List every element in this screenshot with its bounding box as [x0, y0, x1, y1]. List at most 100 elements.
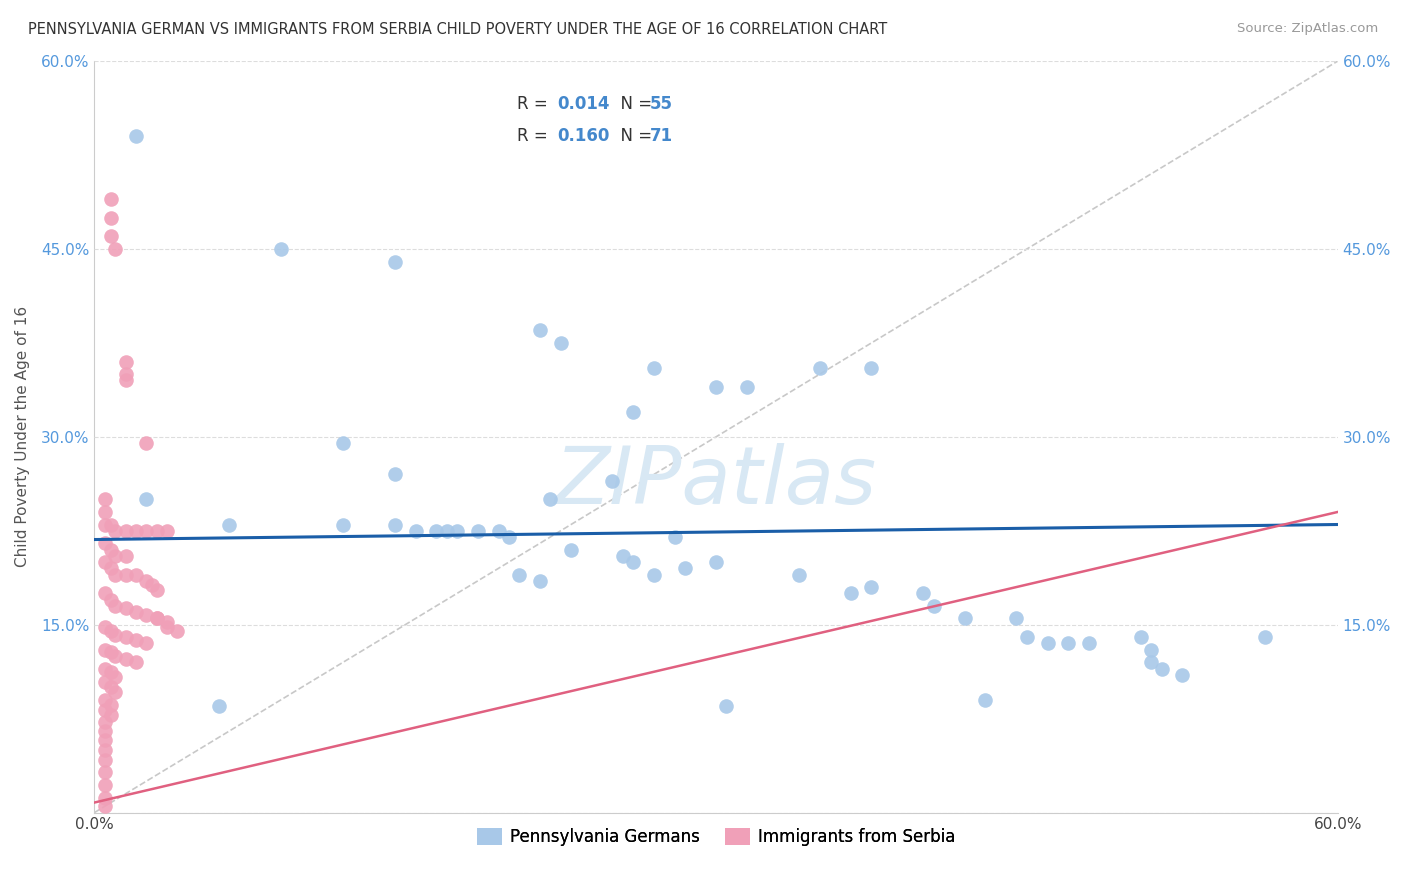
Point [114, 549, 136, 563]
Point [1140, 655, 1163, 669]
Point [104, 567, 127, 582]
Point [94, 536, 117, 550]
Point [529, 323, 551, 337]
Point [643, 567, 665, 582]
Point [125, 524, 148, 538]
Text: 0.014: 0.014 [557, 95, 609, 113]
Point [94, 778, 117, 792]
Point [621, 405, 644, 419]
Point [94, 693, 117, 707]
Point [467, 524, 489, 538]
Text: R =: R = [517, 95, 553, 113]
Point [100, 624, 122, 638]
Point [100, 561, 122, 575]
Point [94, 642, 117, 657]
Point [332, 517, 354, 532]
Point [135, 492, 157, 507]
Point [270, 242, 292, 256]
Point [145, 611, 167, 625]
Point [100, 698, 122, 712]
Point [664, 530, 686, 544]
Point [425, 524, 447, 538]
Point [104, 670, 127, 684]
Point [100, 517, 122, 532]
Point [104, 628, 127, 642]
Point [125, 129, 148, 144]
Text: ZIPatlas: ZIPatlas [555, 443, 877, 521]
Point [156, 524, 179, 538]
Point [94, 492, 117, 507]
Point [114, 567, 136, 582]
Point [953, 611, 976, 625]
Point [704, 555, 727, 569]
Text: N =: N = [610, 128, 658, 145]
Point [1078, 636, 1101, 650]
Point [612, 549, 634, 563]
Point [839, 586, 862, 600]
Point [100, 665, 122, 680]
Point [100, 592, 122, 607]
Point [156, 615, 179, 630]
Point [94, 790, 117, 805]
Point [104, 242, 127, 256]
Point [1171, 667, 1194, 681]
Point [1036, 636, 1059, 650]
Point [488, 524, 510, 538]
Point [529, 574, 551, 588]
Point [135, 524, 157, 538]
Point [125, 632, 148, 647]
Point [808, 361, 831, 376]
Point [208, 699, 231, 714]
Point [114, 354, 136, 368]
Point [704, 380, 727, 394]
Point [145, 582, 167, 597]
Point [787, 567, 810, 582]
Text: N =: N = [610, 95, 658, 113]
Point [550, 335, 572, 350]
Point [156, 620, 179, 634]
Point [114, 630, 136, 644]
Point [860, 361, 883, 376]
Point [135, 607, 157, 622]
Point [94, 799, 117, 814]
Point [1015, 630, 1038, 644]
Point [1140, 642, 1163, 657]
Point [94, 505, 117, 519]
Text: 0.160: 0.160 [557, 128, 609, 145]
Point [218, 517, 240, 532]
Point [332, 436, 354, 450]
Point [100, 229, 122, 244]
Point [1005, 611, 1028, 625]
Point [166, 624, 188, 638]
Point [1150, 661, 1173, 675]
Point [1254, 630, 1277, 644]
Point [125, 655, 148, 669]
Text: 55: 55 [650, 95, 673, 113]
Point [135, 636, 157, 650]
Point [735, 380, 758, 394]
Point [100, 192, 122, 206]
Point [94, 743, 117, 757]
Point [384, 517, 406, 532]
Point [104, 549, 127, 563]
Point [922, 599, 945, 613]
Point [384, 254, 406, 268]
Point [100, 542, 122, 557]
Point [538, 492, 561, 507]
Point [94, 732, 117, 747]
Point [114, 368, 136, 382]
Text: PENNSYLVANIA GERMAN VS IMMIGRANTS FROM SERBIA CHILD POVERTY UNDER THE AGE OF 16 : PENNSYLVANIA GERMAN VS IMMIGRANTS FROM S… [28, 22, 887, 37]
Point [94, 724, 117, 739]
Text: R =: R = [517, 128, 553, 145]
Point [125, 605, 148, 619]
Point [498, 530, 520, 544]
Point [384, 467, 406, 482]
Point [560, 542, 582, 557]
Point [94, 620, 117, 634]
Point [94, 675, 117, 690]
Point [94, 661, 117, 675]
Point [94, 765, 117, 780]
Point [145, 524, 167, 538]
Point [94, 703, 117, 717]
Point [94, 753, 117, 767]
